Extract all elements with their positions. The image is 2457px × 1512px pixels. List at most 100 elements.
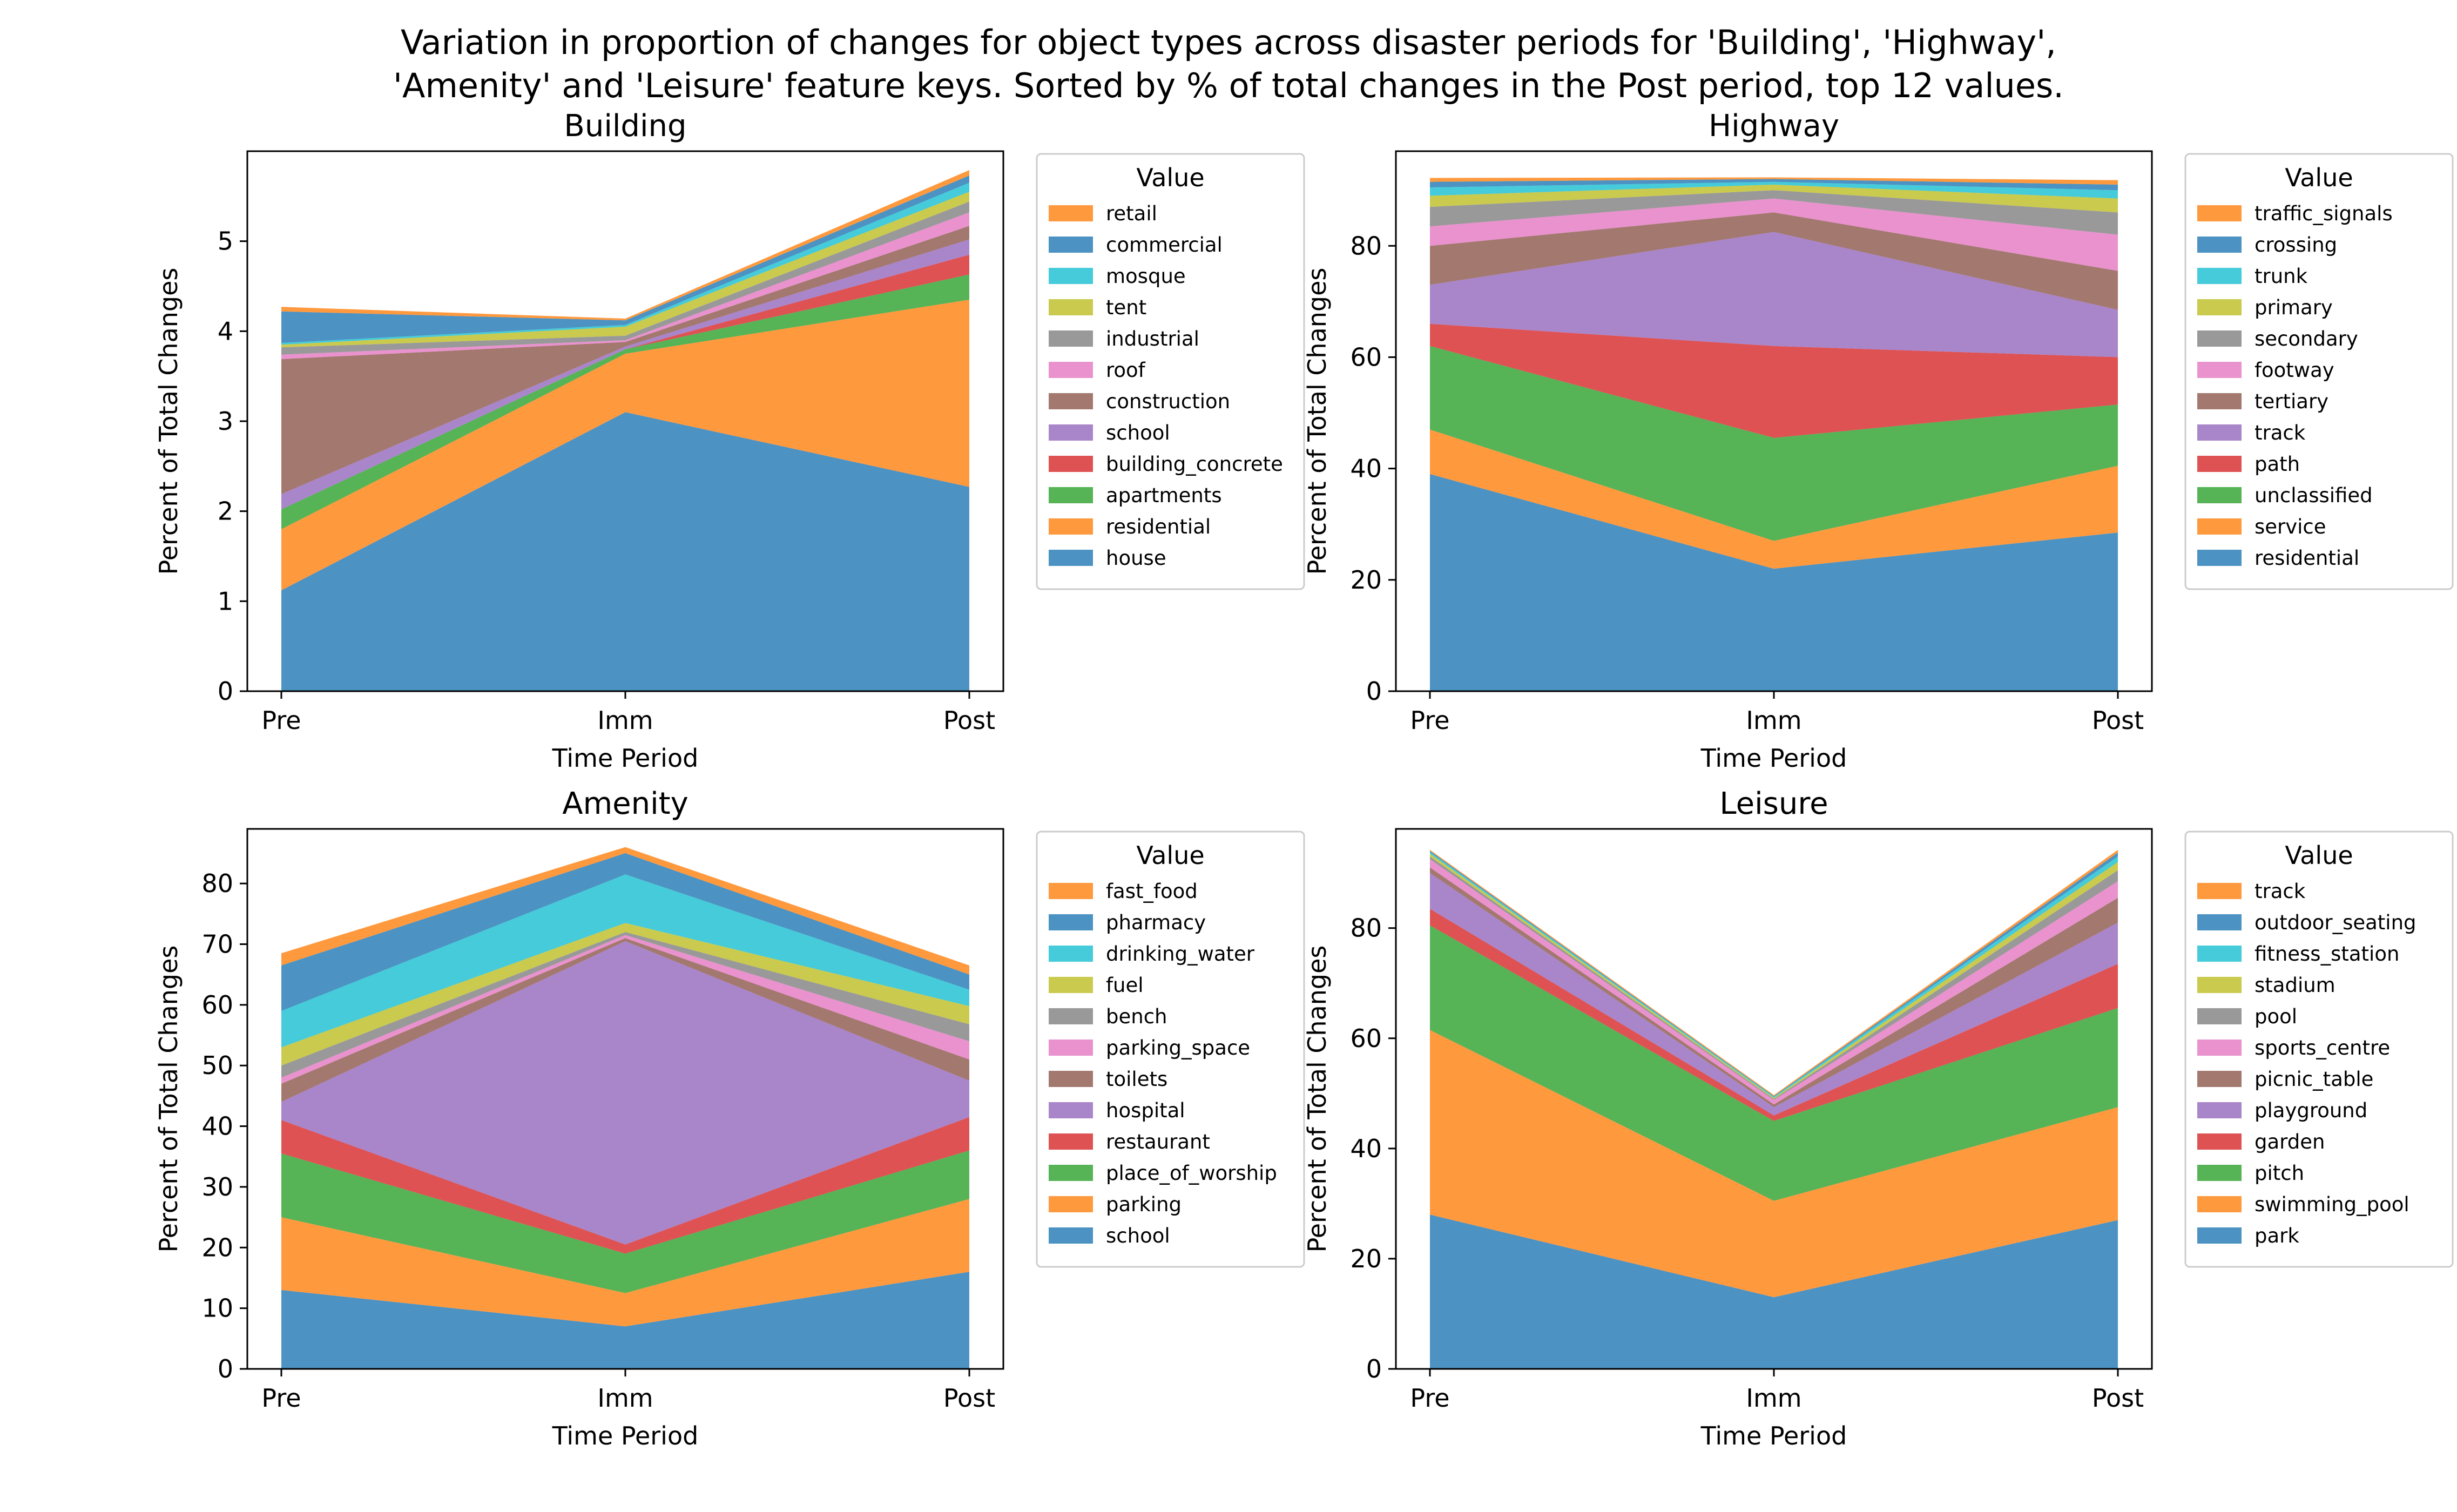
- legend-label-building-retail: retail: [1106, 202, 1157, 225]
- legend-swatch-building-tent: [1049, 299, 1093, 315]
- legend-swatch-leisure-fitness-station: [2197, 946, 2242, 962]
- legend-swatch-highway-primary: [2197, 299, 2242, 315]
- legend-label-amenity-fuel: fuel: [1106, 974, 1144, 997]
- legend-label-building-tent: tent: [1106, 296, 1146, 319]
- legend-swatch-building-mosque: [1049, 268, 1093, 284]
- legend-swatch-leisure-pitch: [2197, 1165, 2242, 1181]
- y-tick-label-amenity-60: 60: [201, 990, 233, 1020]
- area-building-commercial: [281, 176, 969, 343]
- legend-label-amenity-pharmacy: pharmacy: [1106, 911, 1206, 934]
- legend-swatch-highway-unclassified: [2197, 487, 2242, 503]
- x-axis-label-highway: Time Period: [1700, 744, 1847, 773]
- legend-label-amenity-toilets: toilets: [1106, 1068, 1167, 1091]
- legend-label-highway-unclassified: unclassified: [2254, 484, 2373, 507]
- legend-label-amenity-restaurant: restaurant: [1106, 1130, 1210, 1153]
- area-amenity-drinking-water: [281, 874, 969, 1048]
- y-tick-label-leisure-0: 0: [1366, 1354, 1382, 1383]
- legend-swatch-building-residential: [1049, 518, 1093, 535]
- legend-label-leisure-garden: garden: [2254, 1130, 2325, 1153]
- area-highway-tertiary: [1430, 212, 2118, 310]
- y-axis-label-highway: Percent of Total Changes: [1302, 268, 1332, 575]
- legend-title-highway: Value: [2285, 163, 2353, 192]
- legend-swatch-amenity-toilets: [1049, 1071, 1093, 1087]
- y-axis-label-amenity: Percent of Total Changes: [154, 946, 183, 1253]
- legend-label-highway-service: service: [2254, 515, 2326, 538]
- y-tick-label-leisure-20: 20: [1350, 1244, 1382, 1273]
- area-building-building-concrete: [281, 254, 969, 510]
- legend-label-amenity-bench: bench: [1106, 1005, 1167, 1028]
- legend-label-amenity-parking: parking: [1106, 1193, 1182, 1216]
- legend-swatch-leisure-swimming-pool: [2197, 1196, 2242, 1212]
- legend-label-building-building-concrete: building_concrete: [1106, 453, 1283, 476]
- y-tick-label-highway-80: 80: [1350, 231, 1382, 260]
- legend-swatch-highway-footway: [2197, 362, 2242, 378]
- legend-swatch-highway-residential: [2197, 550, 2242, 566]
- legend-label-leisure-swimming-pool: swimming_pool: [2254, 1193, 2409, 1216]
- legend-label-highway-secondary: secondary: [2254, 327, 2358, 350]
- legend-swatch-highway-track: [2197, 424, 2242, 441]
- chart-highway: Pre Imm Post 0 20 40 60 80 Highway Time Period Per…: [1302, 109, 2454, 773]
- x-tick-label-highway-imm: Imm: [1746, 706, 1801, 735]
- area-highway-residential: [1430, 474, 2118, 691]
- legend-swatch-leisure-playground: [2197, 1102, 2242, 1118]
- legend-swatch-leisure-picnic-table: [2197, 1071, 2242, 1087]
- legend-label-highway-tertiary: tertiary: [2254, 390, 2328, 413]
- legend-swatch-building-school: [1049, 424, 1093, 441]
- area-amenity-hospital: [281, 941, 969, 1245]
- area-amenity-restaurant: [281, 1117, 969, 1254]
- legend-swatch-leisure-park: [2197, 1227, 2242, 1244]
- y-tick-label-leisure-40: 40: [1350, 1134, 1382, 1163]
- legend-label-building-commercial: commercial: [1106, 233, 1223, 256]
- x-tick-label-leisure-pre: Pre: [1410, 1383, 1449, 1413]
- area-amenity-pharmacy: [281, 853, 969, 1011]
- legend-swatch-leisure-pool: [2197, 1008, 2242, 1024]
- legend-swatch-highway-trunk: [2197, 268, 2242, 284]
- legend-label-highway-primary: primary: [2254, 296, 2333, 319]
- legend-label-amenity-parking-space: parking_space: [1106, 1036, 1250, 1059]
- area-highway-primary: [1430, 184, 2118, 213]
- area-highway-service: [1430, 429, 2118, 569]
- area-leisure-park: [1430, 1214, 2118, 1369]
- legend-swatch-amenity-bench: [1049, 1008, 1093, 1024]
- legend-label-highway-residential: residential: [2254, 546, 2359, 570]
- legend-swatch-highway-tertiary: [2197, 393, 2242, 409]
- legend-swatch-leisure-outdoor-seating: [2197, 914, 2242, 930]
- legend-label-highway-traffic-signals: traffic_signals: [2254, 202, 2393, 225]
- y-tick-label-leisure-60: 60: [1350, 1024, 1382, 1053]
- area-highway-track: [1430, 232, 2118, 357]
- area-building-residential: [281, 300, 969, 591]
- legend-label-building-construction: construction: [1106, 390, 1230, 413]
- area-leisure-swimming-pool: [1430, 1030, 2118, 1298]
- legend-label-highway-footway: footway: [2254, 359, 2334, 382]
- y-tick-label-amenity-30: 30: [201, 1172, 233, 1202]
- legend-label-leisure-stadium: stadium: [2254, 974, 2336, 997]
- chart-building: Pre Imm Post 0 1 2 3 4 5 Building Time Period Perce…: [154, 109, 1305, 773]
- y-tick-label-building-3: 3: [218, 407, 233, 436]
- legend-swatch-highway-secondary: [2197, 330, 2242, 347]
- figure-title-line2: 'Amenity' and 'Leisure' feature keys. So…: [393, 66, 2064, 105]
- legend-title-building: Value: [1136, 163, 1204, 192]
- y-tick-label-amenity-70: 70: [201, 929, 233, 959]
- legend-swatch-amenity-fuel: [1049, 977, 1093, 993]
- area-highway-secondary: [1430, 190, 2118, 235]
- legend-label-building-residential: residential: [1106, 515, 1211, 538]
- y-tick-label-building-2: 2: [218, 497, 233, 526]
- legend-label-building-mosque: mosque: [1106, 265, 1186, 288]
- x-tick-label-amenity-imm: Imm: [597, 1383, 653, 1413]
- legend-label-leisure-playground: playground: [2254, 1099, 2367, 1122]
- x-tick-label-highway-pre: Pre: [1410, 706, 1449, 735]
- legend-highway: [2184, 153, 2454, 590]
- area-amenity-parking-space: [281, 935, 969, 1084]
- chart-title-highway: Highway: [1709, 109, 1839, 144]
- y-tick-label-amenity-80: 80: [201, 869, 233, 898]
- legend-swatch-leisure-track: [2197, 883, 2242, 899]
- legend-swatch-highway-service: [2197, 518, 2242, 535]
- legend-label-highway-crossing: crossing: [2254, 233, 2337, 256]
- area-building-construction: [281, 226, 969, 494]
- area-building-school: [281, 239, 969, 510]
- x-axis-label-amenity: Time Period: [552, 1421, 699, 1450]
- area-amenity-fast-food: [281, 847, 969, 975]
- legend-building: [1036, 153, 1305, 590]
- x-tick-label-highway-post: Post: [2092, 706, 2144, 735]
